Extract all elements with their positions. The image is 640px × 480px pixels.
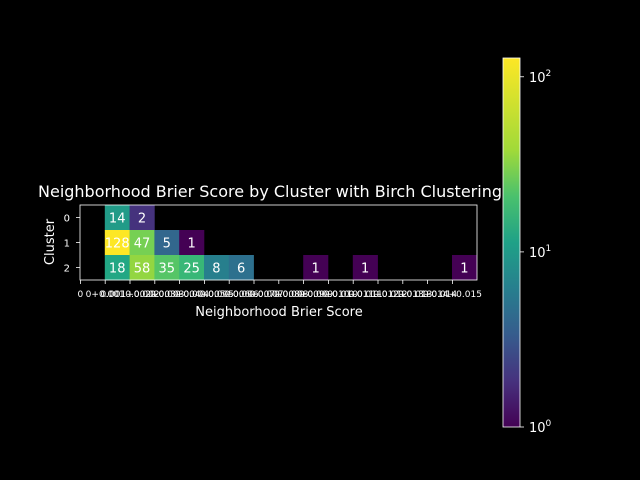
colorbar-tick-label: 102 — [529, 69, 551, 86]
cell-value-label: 128 — [105, 237, 130, 252]
heatmap-cell — [154, 255, 180, 281]
x-tick-label: 0.014+0.015 — [423, 290, 482, 300]
y-tick-label: 1 — [64, 239, 70, 250]
x-tick-label: 0.006+0.007 — [224, 290, 283, 300]
heatmap-cell — [179, 255, 205, 281]
cell-value-label: 1 — [187, 237, 195, 252]
heatmap-cell — [452, 255, 478, 281]
x-tick-label: 0+0.001 — [86, 290, 125, 300]
colorbar-ticks: 100 101 102 — [520, 69, 552, 436]
y-tick-label: 0 — [64, 214, 70, 225]
heatmap-cell — [204, 255, 230, 281]
x-tick-label: 0.009+0.010 — [299, 290, 358, 300]
x-axis-label: Neighborhood Brier Score — [195, 305, 362, 320]
colorbar-tick-label: 101 — [529, 244, 551, 261]
cell-labels: 14 2 128 47 5 1 18 58 35 25 8 6 1 1 1 — [105, 212, 469, 277]
x-tick-label: 0.007+0.008 — [249, 290, 308, 300]
cell-value-label: 6 — [237, 262, 245, 277]
cell-value-label: 35 — [159, 262, 176, 277]
cell-value-label: 14 — [109, 212, 126, 227]
chart-title: Neighborhood Brier Score by Cluster with… — [38, 182, 502, 201]
y-axis-ticks: 0 1 2 — [64, 214, 80, 275]
x-tick-label: 0.004+0.005 — [175, 290, 234, 300]
heatmap-cell — [154, 230, 180, 256]
heatmap-cell — [104, 255, 130, 281]
cell-value-label: 47 — [134, 237, 151, 252]
x-tick-label: 0.002+0.003 — [125, 290, 184, 300]
cell-value-label: 58 — [134, 262, 151, 277]
colorbar-tick-label: 100 — [529, 419, 552, 436]
heatmap-cell — [104, 230, 130, 256]
x-tick-label: 0 — [78, 290, 84, 300]
heatmap-cell — [352, 255, 378, 281]
colorbar — [502, 57, 521, 428]
x-tick-label: 0.005+0.006 — [200, 290, 259, 300]
x-tick-label: 0.012+0.013 — [373, 290, 432, 300]
cell-value-label: 8 — [212, 262, 220, 277]
heatmap-cells — [104, 205, 478, 281]
y-tick-label: 2 — [64, 264, 70, 275]
x-tick-label: 0.013+0.014 — [398, 290, 457, 300]
x-tick-label: 0.008+0.009 — [274, 290, 333, 300]
x-tick-label: 0.010+0.011 — [324, 290, 383, 300]
cell-value-label: 5 — [163, 237, 171, 252]
heatmap-cell — [228, 255, 254, 281]
heatmap-cell — [129, 205, 155, 231]
heatmap-cell — [303, 255, 329, 281]
cell-value-label: 1 — [311, 262, 319, 277]
y-axis-label: Cluster — [43, 218, 58, 265]
cell-value-label: 25 — [183, 262, 200, 277]
heatmap-cell — [104, 205, 130, 231]
cell-value-label: 2 — [138, 212, 146, 227]
x-tick-label: 0.001+0.002 — [100, 290, 159, 300]
cell-value-label: 1 — [460, 262, 468, 277]
heatmap-cell — [129, 255, 155, 281]
heatmap-cell — [179, 230, 205, 256]
x-tick-label: 0.003+0.004 — [150, 290, 209, 300]
cell-value-label: 18 — [109, 262, 126, 277]
x-axis-ticks: 0 0+0.0010.001+0.0020.002+0.0030.003+0.00… — [78, 280, 482, 300]
heatmap-cell — [129, 230, 155, 256]
x-tick-label: 0.011+0.012 — [348, 290, 407, 300]
cell-value-label: 1 — [361, 262, 369, 277]
